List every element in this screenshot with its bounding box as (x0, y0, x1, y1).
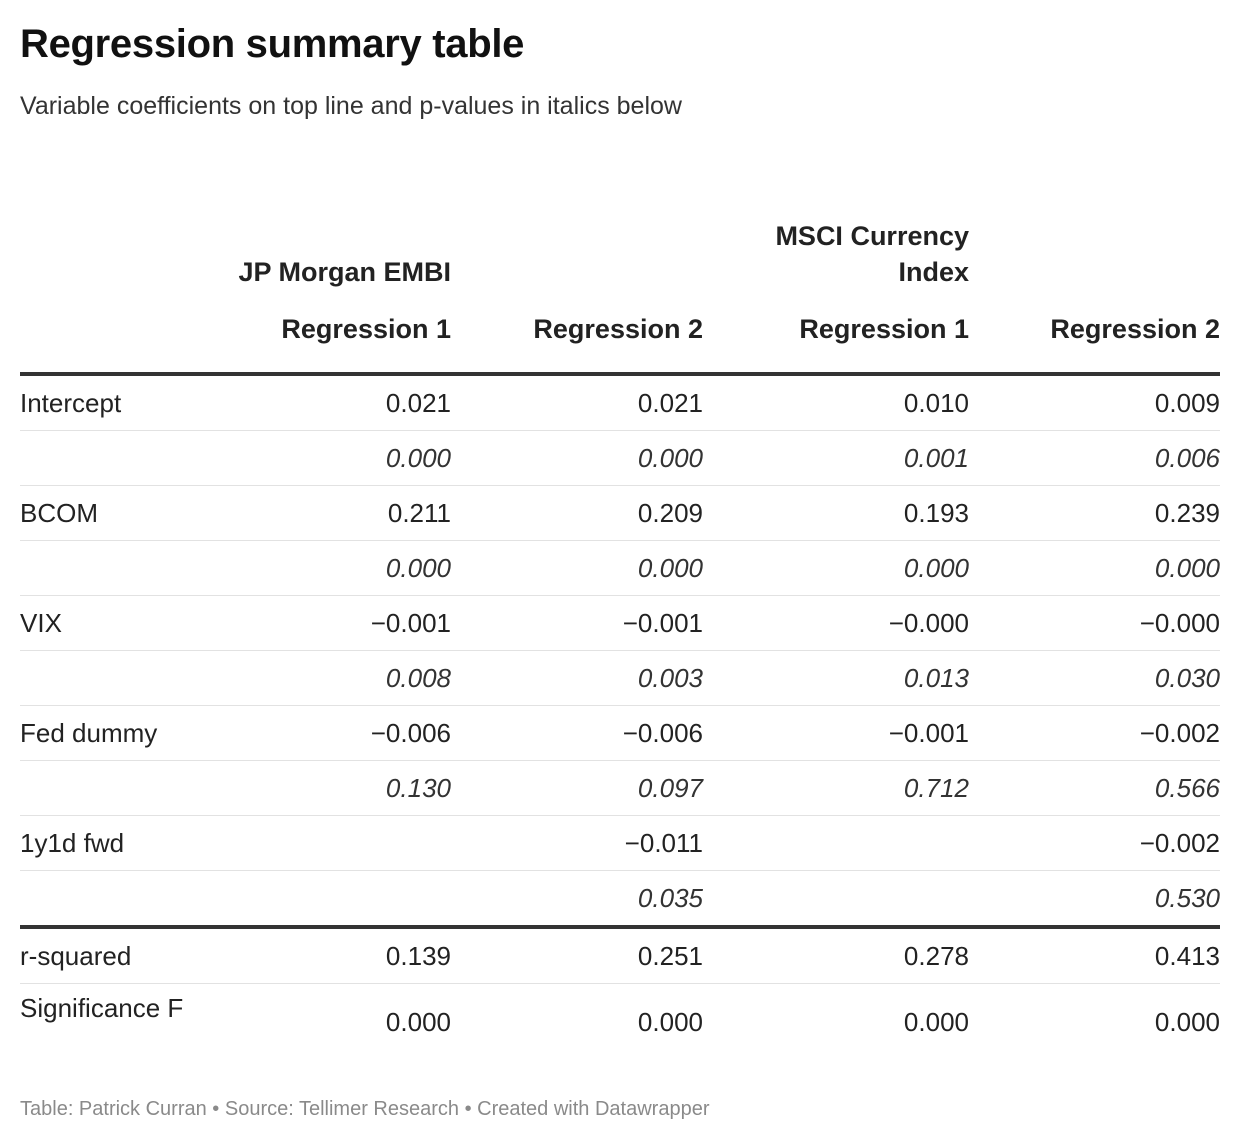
table-row-pvalue: 0.000 0.000 0.001 0.006 (20, 431, 1220, 486)
table-cell: 0.010 (903, 388, 969, 418)
table-cell: −0.000 (888, 608, 969, 638)
table-row: 1y1d fwd −0.011 −0.002 (20, 816, 1220, 871)
table-cell: 0.008 (385, 663, 451, 693)
group-header-row: JP Morgan EMBI MSCI Currency Index (20, 180, 1220, 290)
table-cell: −0.006 (622, 718, 703, 748)
row-label: r-squared (20, 941, 132, 971)
group-header-msci: MSCI Currency Index (775, 221, 969, 287)
table-cell: 0.000 (637, 553, 703, 583)
table-cell: 0.239 (1154, 498, 1220, 528)
table-cell: 0.000 (903, 553, 969, 583)
page-subtitle: Variable coefficients on top line and p-… (20, 92, 682, 120)
table-row: BCOM 0.211 0.209 0.193 0.239 (20, 486, 1220, 541)
table-cell: 0.000 (1154, 1007, 1220, 1037)
row-label: Fed dummy (20, 718, 158, 748)
table-cell: 0.097 (637, 773, 703, 803)
table-row: Intercept 0.021 0.021 0.010 0.009 (20, 376, 1220, 431)
table-cell: 0.035 (637, 883, 703, 913)
table-cell: 0.000 (637, 1007, 703, 1037)
table-cell: 0.000 (1154, 553, 1220, 583)
row-label: Significance F (20, 993, 184, 1023)
table-cell: 0.130 (385, 773, 451, 803)
table-row: VIX −0.001 −0.001 −0.000 −0.000 (20, 596, 1220, 651)
table-row-pvalue: 0.008 0.003 0.013 0.030 (20, 651, 1220, 706)
column-header[interactable]: Regression 1 (281, 314, 451, 344)
table-cell: −0.002 (1139, 718, 1220, 748)
table-cell: −0.006 (370, 718, 451, 748)
table-row-pvalue: 0.130 0.097 0.712 0.566 (20, 761, 1220, 816)
table-cell: 0.000 (385, 443, 451, 473)
table-cell: 0.251 (637, 941, 703, 971)
table-row-pvalue: 0.000 0.000 0.000 0.000 (20, 541, 1220, 596)
footer-credits: Table: Patrick Curran • Source: Tellimer… (20, 1098, 710, 1120)
regression-table: JP Morgan EMBI MSCI Currency Index Regre… (20, 180, 1220, 1060)
table-cell: 0.413 (1154, 941, 1220, 971)
table-cell: 0.193 (903, 498, 969, 528)
table-cell: 0.006 (1154, 443, 1220, 473)
table-cell: 0.211 (387, 498, 451, 528)
table-row-summary: Significance F 0.000 0.000 0.000 0.000 (20, 984, 1220, 1060)
table-row-pvalue: 0.035 0.530 (20, 871, 1220, 929)
table-cell: 0.278 (903, 941, 969, 971)
table-row-summary: r-squared 0.139 0.251 0.278 0.413 (20, 929, 1220, 984)
column-header[interactable]: Regression 1 (799, 314, 969, 344)
table-cell: 0.000 (903, 1007, 969, 1037)
table-cell: 0.000 (385, 1007, 451, 1037)
column-header-row[interactable]: Regression 1 Regression 2 Regression 1 R… (20, 290, 1220, 376)
group-header-jpmorgan: JP Morgan EMBI (238, 257, 451, 287)
table-cell: 0.030 (1154, 663, 1220, 693)
column-header[interactable]: Regression 2 (1050, 314, 1220, 344)
column-header[interactable]: Regression 2 (533, 314, 703, 344)
table-cell: −0.001 (370, 608, 451, 638)
table-cell: −0.002 (1139, 828, 1220, 858)
table-cell: 0.013 (903, 663, 969, 693)
row-label: VIX (20, 608, 62, 638)
table-cell: 0.009 (1154, 388, 1220, 418)
table-cell: 0.000 (637, 443, 703, 473)
table-cell: 0.139 (385, 941, 451, 971)
table-cell: 0.001 (903, 443, 969, 473)
table-cell: 0.209 (637, 498, 703, 528)
row-label: Intercept (20, 388, 122, 418)
table-cell: 0.000 (385, 553, 451, 583)
table-cell: 0.003 (637, 663, 703, 693)
row-label: 1y1d fwd (20, 828, 125, 858)
table-cell: 0.530 (1154, 883, 1220, 913)
page-title: Regression summary table (20, 22, 525, 66)
table-row: Fed dummy −0.006 −0.006 −0.001 −0.002 (20, 706, 1220, 761)
row-label: BCOM (20, 498, 98, 528)
table-cell: 0.566 (1154, 773, 1220, 803)
table-cell: −0.000 (1139, 608, 1220, 638)
table-cell: 0.021 (637, 388, 703, 418)
table-cell: −0.001 (888, 718, 969, 748)
table-cell: −0.011 (624, 828, 703, 858)
table-cell: −0.001 (622, 608, 703, 638)
table-cell: 0.021 (385, 388, 451, 418)
table-cell: 0.712 (903, 773, 969, 803)
